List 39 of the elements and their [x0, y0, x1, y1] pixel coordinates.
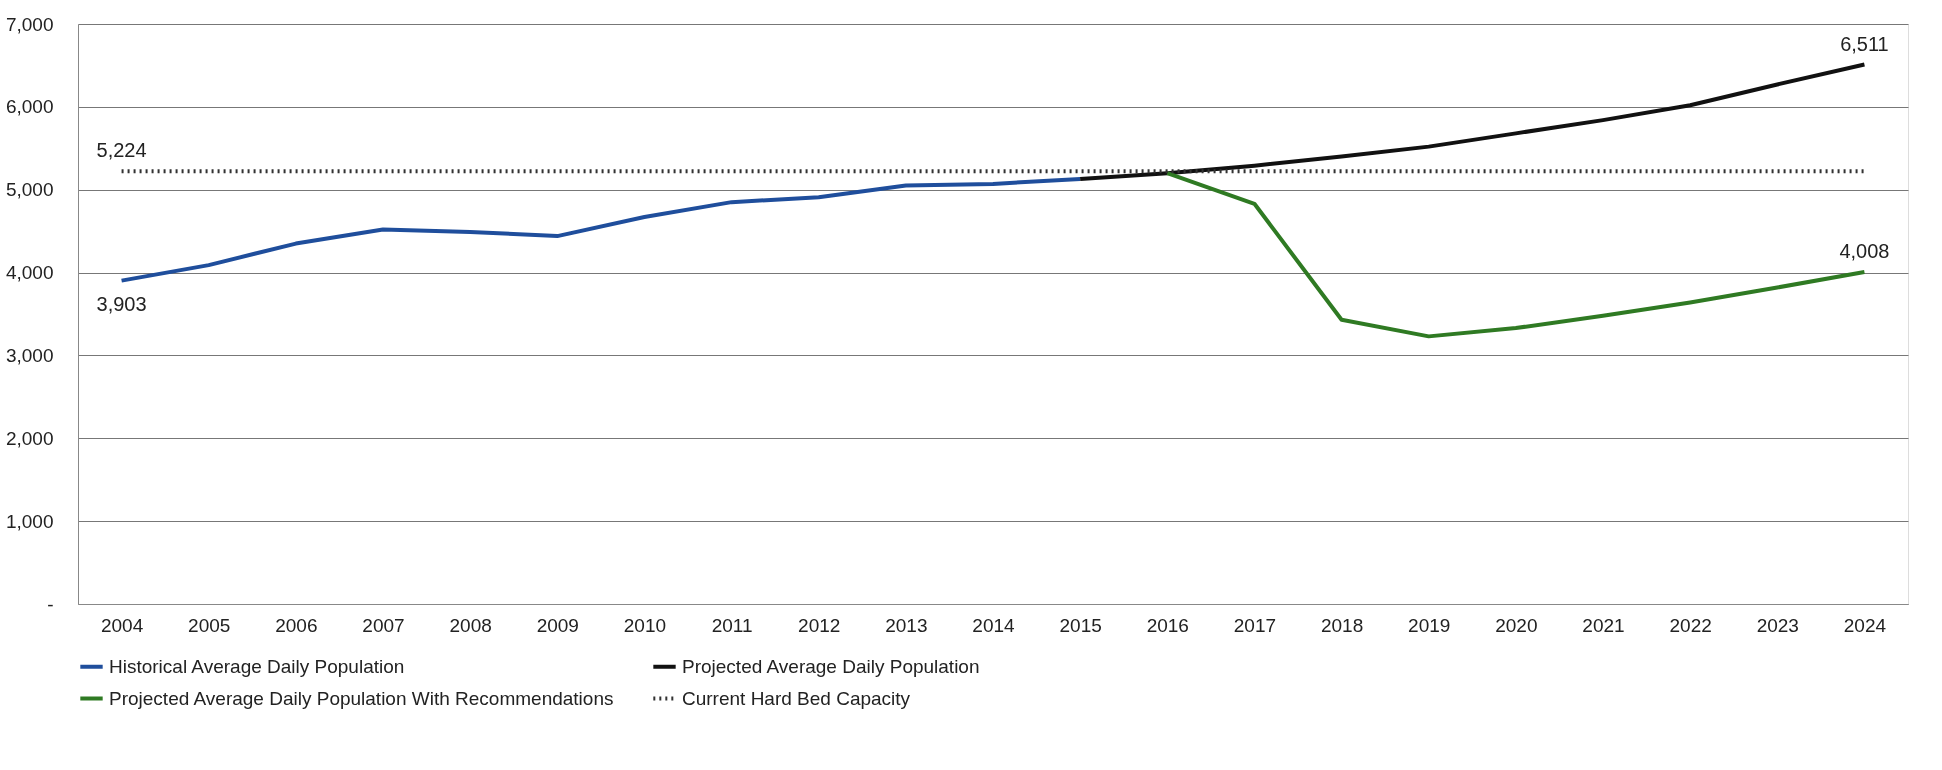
legend-label: Historical Average Daily Population — [109, 655, 405, 677]
y-tick-label: 6,000 — [5, 96, 54, 118]
line-series — [1078, 62, 1867, 181]
x-tick-label: 2016 — [1146, 614, 1189, 636]
legend-label: Projected Average Daily Population With Recommendations — [109, 687, 614, 709]
y-tick-label: 5,000 — [5, 179, 54, 201]
line-series — [119, 176, 1083, 283]
legend-label: Current Hard Bed Capacity — [682, 687, 911, 709]
x-tick-label: 2009 — [536, 614, 579, 636]
x-tick-label: 2015 — [1059, 614, 1102, 636]
x-tick-label: 2004 — [100, 614, 144, 636]
x-tick-label: 2022 — [1669, 614, 1712, 636]
x-tick-label: 2018 — [1320, 614, 1364, 636]
x-tick-label: 2020 — [1495, 614, 1538, 636]
x-tick-label: 2011 — [711, 614, 753, 636]
x-tick-label: 2013 — [885, 614, 928, 636]
data-label: 5,224 — [96, 139, 147, 162]
y-tick-label: - — [47, 593, 54, 615]
y-tick-label: 1,000 — [5, 510, 54, 532]
x-tick-label: 2008 — [449, 614, 492, 636]
x-tick-label: 2017 — [1233, 614, 1277, 636]
y-tick-label: 4,000 — [5, 262, 54, 284]
x-tick-label: 2014 — [972, 614, 1016, 636]
legend-label: Projected Average Daily Population — [682, 655, 980, 677]
y-tick-label: 2,000 — [5, 427, 54, 449]
x-tick-label: 2024 — [1843, 614, 1887, 636]
data-label: 4,008 — [1839, 239, 1890, 262]
x-tick-label: 2010 — [623, 614, 667, 636]
x-tick-label: 2007 — [362, 614, 405, 636]
x-tick-label: 2012 — [798, 614, 841, 636]
y-tick-label: 7,000 — [5, 13, 54, 35]
x-tick-label: 2023 — [1756, 614, 1799, 636]
x-tick-label: 2006 — [275, 614, 318, 636]
data-label: 3,903 — [96, 292, 147, 315]
y-tick-label: 3,000 — [5, 344, 54, 366]
x-tick-label: 2019 — [1408, 614, 1451, 636]
x-tick-label: 2021 — [1582, 614, 1625, 636]
data-label: 6,511 — [1840, 32, 1889, 55]
x-tick-label: 2005 — [188, 614, 231, 636]
